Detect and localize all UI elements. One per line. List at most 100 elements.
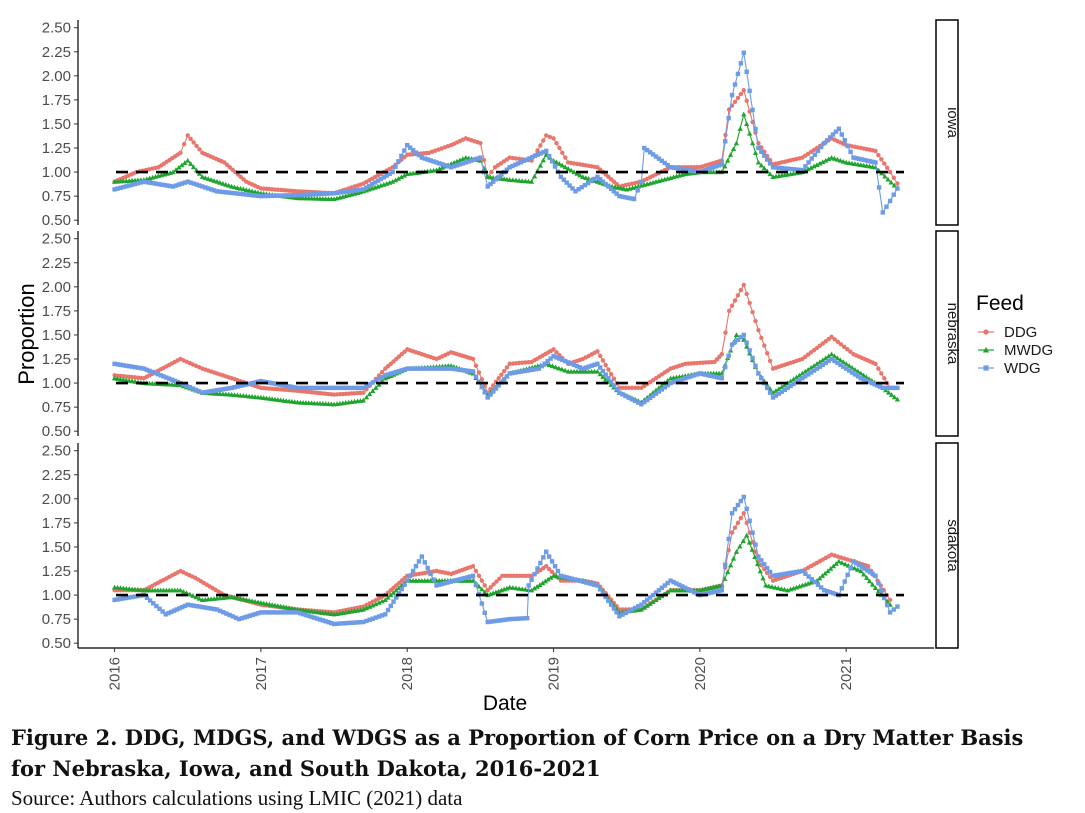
data-point-wdg <box>499 618 504 623</box>
data-point-mwdg <box>755 159 762 165</box>
data-point-wdg <box>674 378 679 384</box>
data-point-mwdg <box>389 179 396 184</box>
series-wdg-iowa <box>112 50 900 215</box>
data-point-wdg <box>203 390 208 395</box>
data-point-wdg <box>388 371 393 376</box>
data-point-ddg <box>762 343 767 348</box>
data-point-wdg <box>614 191 619 196</box>
data-point-mwdg <box>737 126 743 131</box>
data-point-ddg <box>470 356 476 362</box>
data-point-wdg <box>394 369 399 375</box>
data-point-ddg <box>551 347 556 352</box>
data-point-mwdg <box>828 154 835 160</box>
data-point-wdg <box>233 615 239 620</box>
data-point-ddg <box>738 515 744 521</box>
data-point-wdg <box>317 191 323 197</box>
data-point-wdg <box>247 381 252 387</box>
data-point-wdg <box>729 342 735 347</box>
data-point-wdg <box>851 559 856 564</box>
data-point-wdg <box>629 397 635 402</box>
data-point-wdg <box>337 190 343 195</box>
legend-label: MWDG <box>1004 342 1053 359</box>
data-point-ddg <box>560 150 565 156</box>
data-point-wdg <box>832 358 837 364</box>
data-point-wdg <box>750 530 755 535</box>
data-point-wdg <box>306 192 311 197</box>
data-point-mwdg <box>190 593 196 598</box>
data-point-mwdg <box>246 187 252 193</box>
data-point-wdg <box>518 160 524 165</box>
data-point-wdg <box>571 362 577 368</box>
data-point-wdg <box>303 192 309 197</box>
data-point-wdg <box>815 582 821 587</box>
data-point-wdg <box>854 156 859 161</box>
data-point-wdg <box>249 380 255 386</box>
data-point-wdg <box>167 183 173 189</box>
data-point-wdg <box>642 600 647 605</box>
data-point-wdg <box>445 580 450 585</box>
data-point-mwdg <box>395 175 402 181</box>
data-point-wdg <box>830 590 836 596</box>
data-point-wdg <box>581 579 586 584</box>
data-point-ddg <box>478 140 483 146</box>
data-point-wdg <box>785 166 790 171</box>
data-point-wdg <box>428 366 433 371</box>
data-point-mwdg <box>778 586 785 591</box>
data-point-ddg <box>732 525 738 530</box>
data-point-ddg <box>632 385 638 391</box>
data-point-wdg <box>422 366 427 371</box>
data-point-wdg <box>144 595 150 601</box>
data-point-ddg <box>546 566 552 572</box>
data-point-wdg <box>457 367 462 372</box>
data-point-wdg <box>572 577 578 582</box>
data-point-wdg <box>372 180 378 185</box>
data-point-wdg <box>405 366 410 371</box>
data-point-wdg <box>546 554 552 559</box>
data-point-mwdg <box>537 582 543 587</box>
data-point-wdg <box>785 571 790 576</box>
data-point-wdg <box>887 198 893 204</box>
data-point-wdg <box>163 612 168 617</box>
panel-nebraska: 0.50 0.75 1.00 1.25 1.50 1.75 2.00 2.25 2.50 nebr… <box>42 230 961 440</box>
data-point-wdg <box>220 189 226 195</box>
data-point-wdg <box>385 607 391 613</box>
data-point-mwdg <box>864 575 870 580</box>
data-point-wdg <box>349 385 354 391</box>
data-point-wdg <box>809 156 814 161</box>
y-tick-label: 1.25 <box>42 351 71 368</box>
data-point-mwdg <box>360 397 366 403</box>
data-point-wdg <box>513 616 518 622</box>
data-point-wdg <box>370 380 375 385</box>
data-point-mwdg <box>656 595 662 601</box>
data-point-wdg <box>691 589 697 595</box>
data-point-mwdg <box>733 549 740 554</box>
data-point-wdg <box>373 378 379 383</box>
data-point-mwdg <box>568 167 574 173</box>
data-point-wdg <box>323 619 328 624</box>
data-point-wdg <box>685 375 691 380</box>
data-point-wdg <box>346 189 351 194</box>
data-point-wdg <box>558 573 564 579</box>
data-point-wdg <box>221 610 226 615</box>
data-point-wdg <box>399 153 404 159</box>
data-point-wdg <box>383 373 388 378</box>
data-point-ddg <box>629 385 635 391</box>
data-point-wdg <box>132 594 138 599</box>
data-point-wdg <box>239 616 244 621</box>
y-tick-label: 1.75 <box>42 303 71 320</box>
data-point-wdg <box>141 366 147 371</box>
data-point-wdg <box>490 389 496 394</box>
data-point-wdg <box>334 190 340 196</box>
data-point-wdg <box>407 573 413 579</box>
data-point-wdg <box>138 180 144 185</box>
data-point-mwdg <box>170 169 176 175</box>
data-point-wdg <box>891 192 896 197</box>
data-point-wdg <box>312 615 317 620</box>
data-point-ddg <box>476 370 482 375</box>
data-point-mwdg <box>179 162 185 168</box>
data-point-wdg <box>223 386 228 392</box>
data-point-mwdg <box>725 157 731 163</box>
data-point-wdg <box>653 154 659 159</box>
data-point-wdg <box>413 366 419 371</box>
data-point-wdg <box>135 181 141 186</box>
